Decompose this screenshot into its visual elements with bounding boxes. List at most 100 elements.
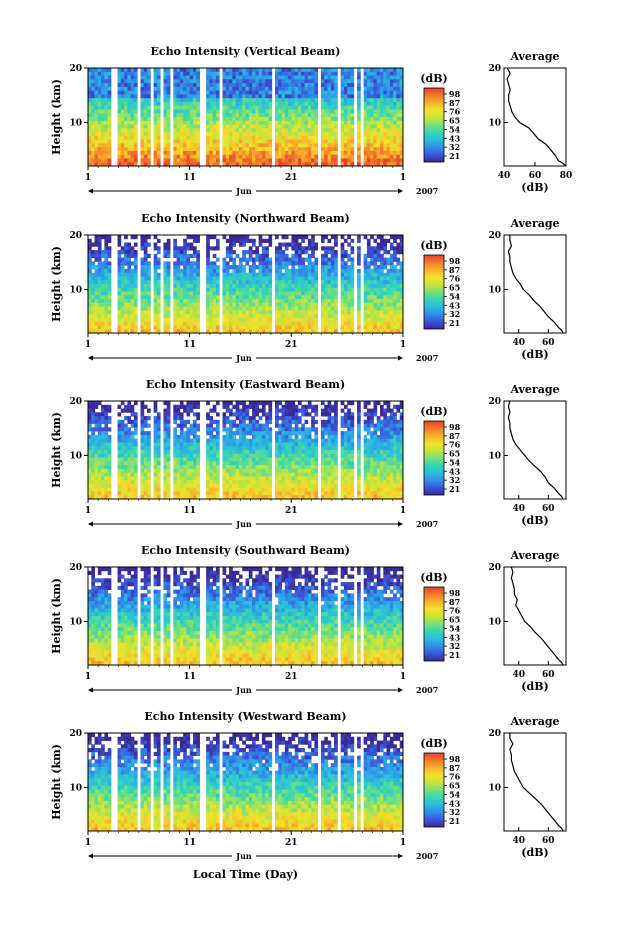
heatmap-cell <box>189 90 194 95</box>
heatmap-cell <box>147 302 151 308</box>
heatmap-cell <box>225 79 230 84</box>
heatmap-cell <box>124 321 128 326</box>
heatmap-cell <box>206 321 210 326</box>
heatmap-cell <box>327 124 332 129</box>
heatmap-cell <box>94 287 99 292</box>
heatmap-cell <box>376 124 381 129</box>
heatmap-cell <box>153 71 158 76</box>
heatmap-cell <box>350 291 355 296</box>
heatmap-cell <box>373 147 378 152</box>
heatmap-cell <box>127 325 132 330</box>
heatmap-cell <box>183 291 187 296</box>
heatmap-cell <box>163 83 168 88</box>
heatmap-cell <box>238 317 243 323</box>
heatmap-cell <box>179 284 184 289</box>
heatmap-cell <box>373 79 378 84</box>
heatmap-cell <box>143 284 148 289</box>
heatmap-cell <box>291 86 296 92</box>
heatmap-cell <box>101 404 105 409</box>
heatmap-cell <box>166 457 171 462</box>
heatmap-cell <box>396 154 401 159</box>
heatmap-cell <box>91 120 95 125</box>
heatmap-cell <box>173 143 177 148</box>
heatmap-cell <box>320 139 325 144</box>
heatmap-cell <box>163 105 168 110</box>
heatmap-cell <box>334 90 338 95</box>
heatmap-cell <box>206 457 210 462</box>
heatmap-cell <box>143 265 148 270</box>
heatmap-cell <box>357 321 361 326</box>
heatmap-cell <box>183 480 187 485</box>
heatmap-cell <box>376 295 381 300</box>
heatmap-cell <box>255 302 260 308</box>
heatmap-cell <box>140 128 145 133</box>
heatmap-cell <box>193 143 197 148</box>
heatmap-cell <box>196 450 200 455</box>
heatmap-cell <box>327 302 332 308</box>
heatmap-cell <box>242 325 246 330</box>
heatmap-cell <box>320 325 325 330</box>
heatmap-cell <box>225 302 230 308</box>
heatmap-cell <box>245 325 250 330</box>
heatmap-cell <box>334 302 338 308</box>
heatmap-cell <box>376 120 381 125</box>
heatmap-cell <box>124 250 128 255</box>
heatmap-cell <box>261 94 266 99</box>
heatmap-cell <box>229 109 233 114</box>
heatmap-cell <box>97 268 102 274</box>
heatmap-cell <box>255 132 260 137</box>
heatmap-cell <box>311 75 315 80</box>
heatmap-cell <box>173 491 177 496</box>
heatmap-cell <box>130 101 135 107</box>
heatmap-cell <box>304 124 309 129</box>
heatmap-cell <box>396 284 401 289</box>
heatmap-cell <box>130 105 135 110</box>
heatmap-cell <box>294 86 299 92</box>
heatmap-cell <box>255 284 260 289</box>
heatmap-cell <box>291 128 296 133</box>
heatmap-cell <box>124 487 128 492</box>
heatmap-cell <box>179 120 184 125</box>
heatmap-cell <box>288 302 292 308</box>
heatmap-cell <box>88 306 92 311</box>
heatmap-cell <box>107 86 112 92</box>
heatmap-cell <box>133 317 138 323</box>
heatmap-cell <box>153 83 158 88</box>
heatmap-cell <box>206 476 210 481</box>
heatmap-cell <box>301 98 305 103</box>
heatmap-cell <box>301 317 305 323</box>
heatmap-cell <box>255 75 260 80</box>
heatmap-cell <box>186 109 191 114</box>
heatmap-cell <box>94 461 99 466</box>
heatmap-cell <box>268 235 273 240</box>
heatmap-cell <box>327 284 332 289</box>
heatmap-cell <box>376 94 381 99</box>
heatmap-cell <box>268 86 273 92</box>
heatmap-cell <box>212 105 217 110</box>
heatmap-cell <box>183 75 187 80</box>
heatmap-cell <box>153 495 158 500</box>
heatmap-cell <box>186 139 191 144</box>
heatmap-cell <box>330 139 335 144</box>
heatmap-cell <box>97 162 102 167</box>
heatmap-cell <box>291 261 296 266</box>
heatmap-cell <box>183 83 187 88</box>
heatmap-cell <box>278 325 282 330</box>
heatmap-cell <box>124 453 128 458</box>
heatmap-cell <box>173 476 177 481</box>
heatmap-cell <box>284 154 289 159</box>
heatmap-cell <box>117 253 122 259</box>
heatmap-cell <box>376 128 381 133</box>
heatmap-cell <box>320 253 325 259</box>
heatmap-cell <box>380 139 384 144</box>
heatmap-cell <box>399 299 404 304</box>
heatmap-cell <box>97 416 102 421</box>
heatmap-cell <box>225 139 230 144</box>
heatmap-cell <box>133 329 138 334</box>
heatmap-cell <box>343 302 348 308</box>
heatmap-cell <box>311 276 315 281</box>
heatmap-cell <box>183 453 187 458</box>
heatmap-cell <box>252 302 256 308</box>
heatmap-cell <box>258 276 263 281</box>
heatmap-cell <box>265 299 269 304</box>
